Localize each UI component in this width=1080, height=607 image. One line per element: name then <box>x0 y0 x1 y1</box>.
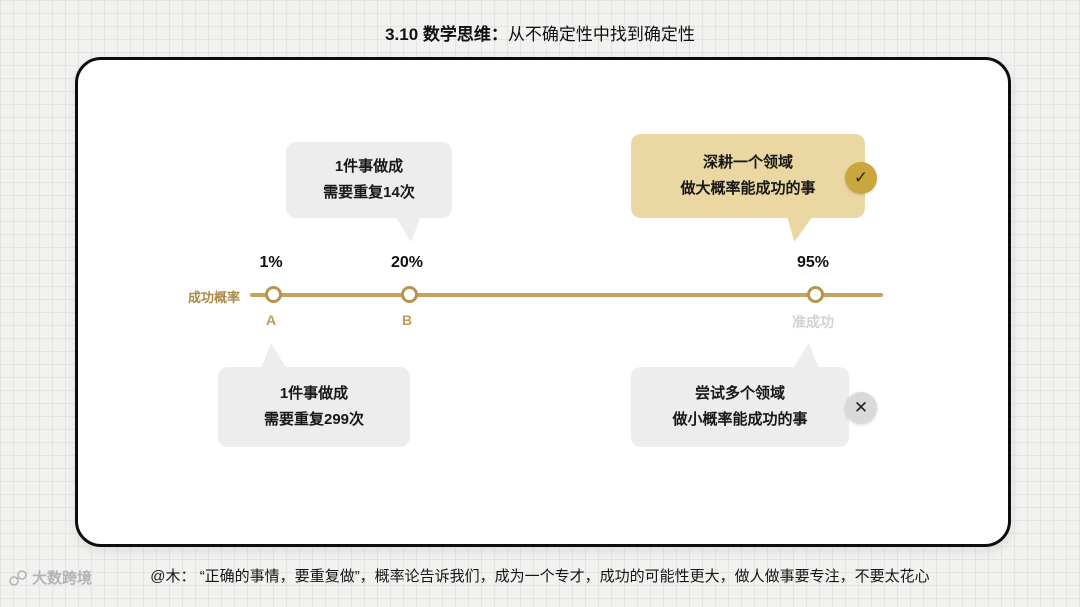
footer-note: @木： “正确的事情，要重复做”，概率论告诉我们，成为一个专才，成功的可能性更大… <box>150 568 930 585</box>
callout-many-fields: 尝试多个领域 做小概率能成功的事 <box>631 367 849 447</box>
page-title-rest: 从不确定性中找到确定性 <box>507 25 695 44</box>
callout-tail <box>395 216 421 242</box>
page-title-lead: 3.10 数学思维： <box>385 25 508 44</box>
point-name-a: A <box>265 312 277 328</box>
callout-line: 需要重复299次 <box>263 411 365 428</box>
callout-repeat-14: 1件事做成 需要重复14次 <box>286 142 452 218</box>
callout-deep-focus: 深耕一个领域 做大概率能成功的事 <box>631 134 865 218</box>
axis-label-success-probability: 成功概率 <box>187 290 240 305</box>
callout-line: 1件事做成 <box>334 157 404 175</box>
percent-label-a: 1% <box>259 254 283 271</box>
callout-repeat-299: 1件事做成 需要重复299次 <box>218 367 410 447</box>
axis-point-b <box>401 286 418 303</box>
callout-tail <box>261 343 287 369</box>
percent-label-b: 20% <box>390 254 424 271</box>
point-name-quasi-success: 准成功 <box>792 314 834 330</box>
main-card: 成功概率 1% A 20% B 95% 准成功 1件事做成 需要重复14次 深耕… <box>75 57 1011 547</box>
callout-tail <box>787 216 813 242</box>
watermark-text: 大数跨境 <box>32 570 93 587</box>
percent-label-95: 95% <box>796 254 830 271</box>
callout-line: 深耕一个领域 <box>702 153 793 171</box>
watermark: 大数跨境 <box>8 567 92 588</box>
callout-line: 1件事做成 <box>279 384 349 402</box>
callout-line: 尝试多个领域 <box>694 384 785 402</box>
callout-line: 做大概率能成功的事 <box>680 180 816 197</box>
page-title: 3.10 数学思维：从不确定性中找到确定性 <box>0 20 1080 45</box>
axis-point-95 <box>807 286 824 303</box>
probability-axis-line <box>250 293 883 297</box>
axis-point-a <box>265 286 282 303</box>
close-icon: ✕ <box>845 392 877 424</box>
callout-line: 做小概率能成功的事 <box>672 411 808 428</box>
point-name-b: B <box>401 312 413 328</box>
check-icon: ✓ <box>845 162 877 194</box>
watermark-logo-icon <box>8 568 28 588</box>
callout-tail <box>793 343 819 369</box>
callout-line: 需要重复14次 <box>323 184 415 201</box>
